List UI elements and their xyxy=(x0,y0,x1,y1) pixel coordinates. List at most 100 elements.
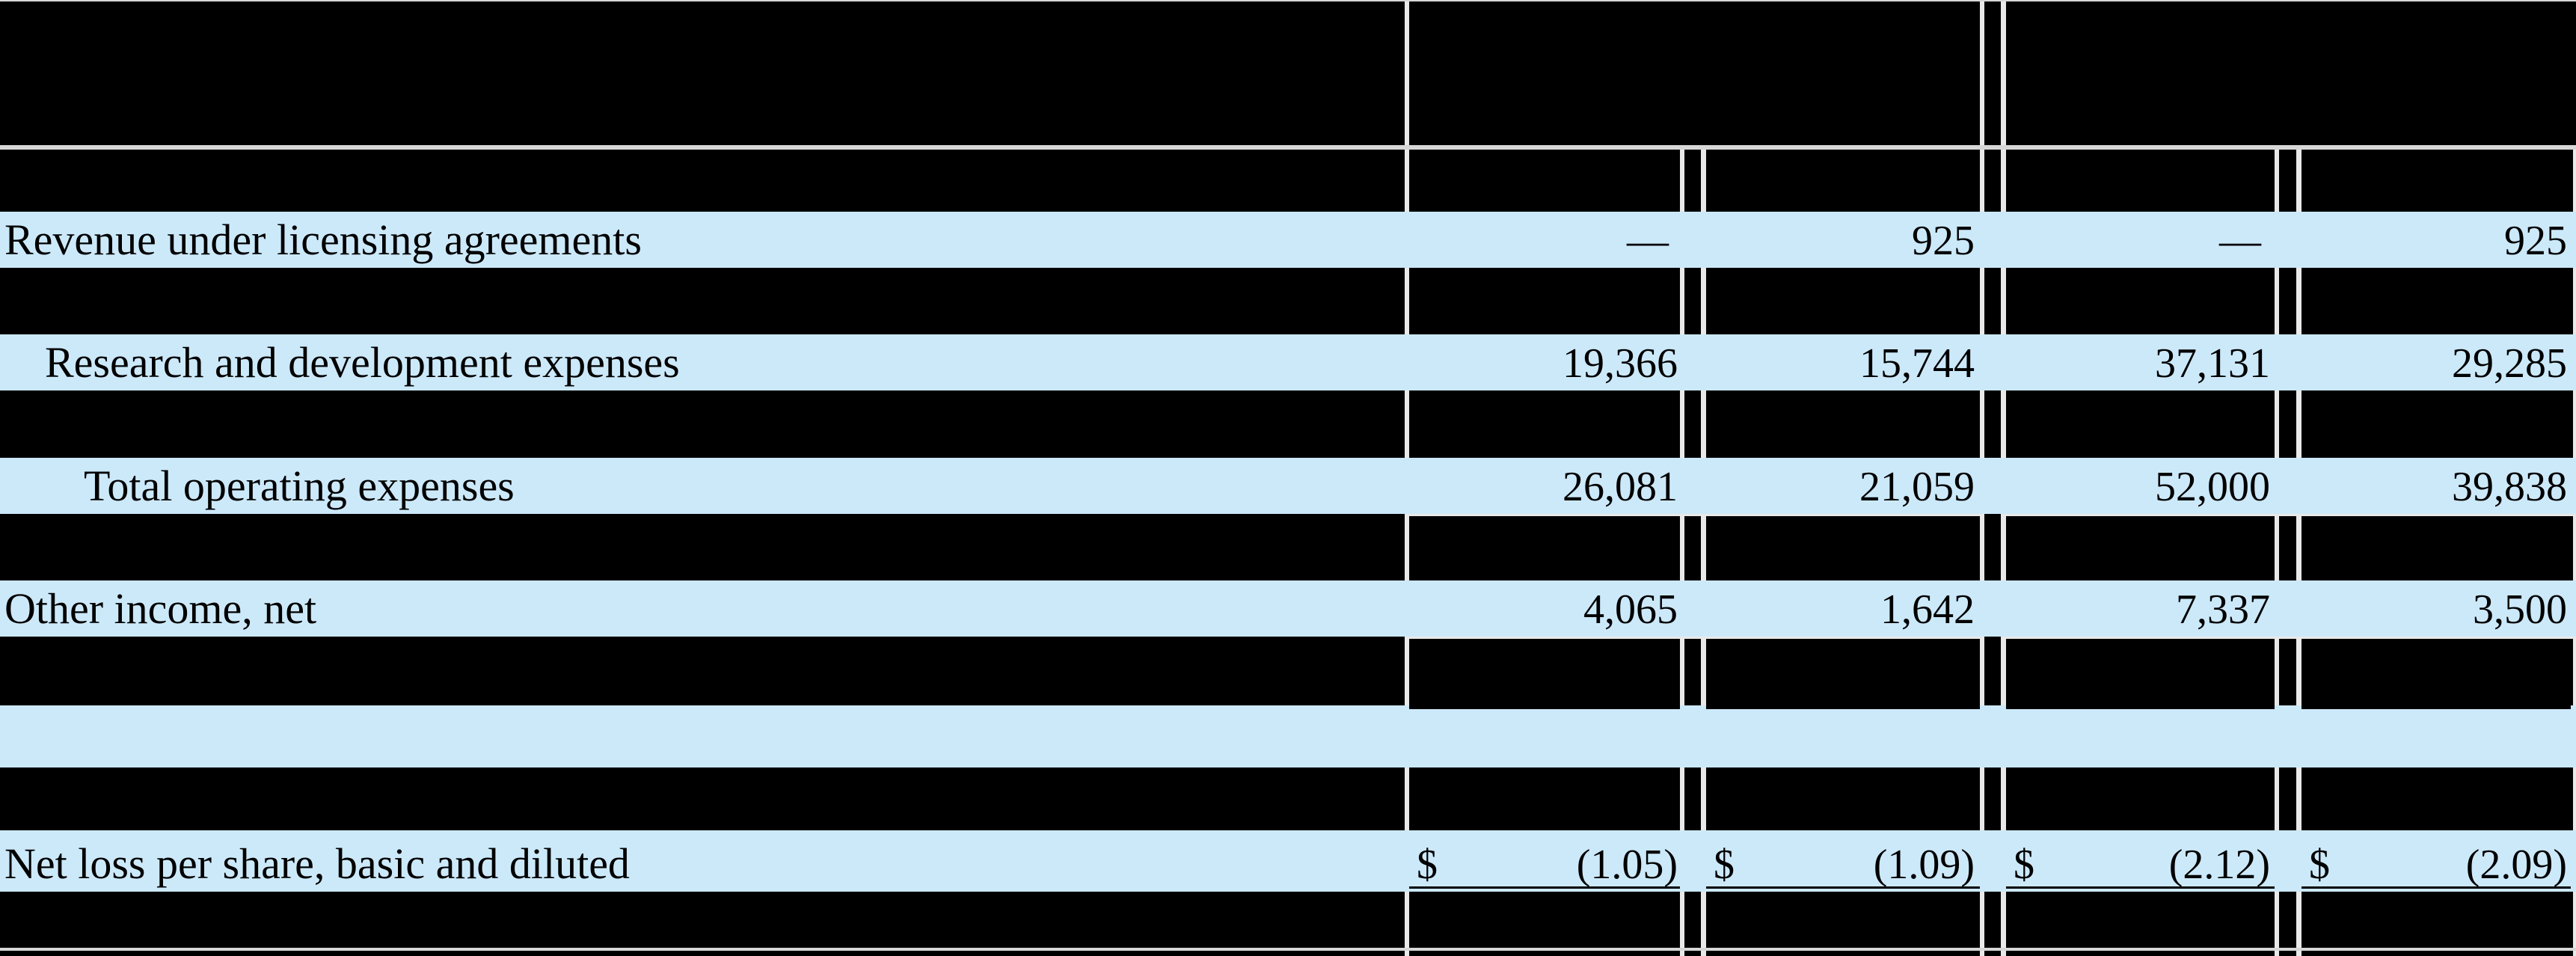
table-row-other-income: Other income, net 4,065 1,642 7,337 3,50… xyxy=(0,580,2576,637)
column-separator xyxy=(2001,268,2006,334)
column-separator xyxy=(2275,637,2279,705)
per-share-underline xyxy=(1706,886,1980,889)
column-separator xyxy=(2001,150,2006,212)
header-row-columns xyxy=(0,150,2576,212)
sum-rule xyxy=(2301,705,2571,709)
total-underline xyxy=(1405,514,1980,516)
per-share-underline xyxy=(1409,886,1680,889)
column-separator xyxy=(1980,514,1984,580)
column-separator xyxy=(2275,390,2279,458)
column-separator xyxy=(1701,767,1706,830)
total-underline xyxy=(2001,637,2573,639)
table-row-hidden xyxy=(0,767,2576,830)
cell-value: 29,285 xyxy=(2452,340,2567,387)
per-share-underline xyxy=(2006,886,2275,889)
column-separator xyxy=(2296,767,2301,830)
sum-rule xyxy=(2006,705,2275,709)
column-separator xyxy=(1405,150,1409,212)
table-row-hidden xyxy=(0,951,2576,956)
table-row-hidden xyxy=(0,892,2576,948)
column-separator xyxy=(2275,268,2279,334)
column-separator xyxy=(1405,514,1409,580)
column-separator xyxy=(2275,514,2279,580)
sum-rule xyxy=(1409,705,1680,709)
table-row-rnd-expenses: Research and development expenses 19,366… xyxy=(0,334,2576,390)
column-separator xyxy=(1701,951,1706,956)
cell-value: 21,059 xyxy=(1859,464,1975,510)
cell-value: 52,000 xyxy=(2155,464,2270,510)
header-row-groups xyxy=(0,1,2576,145)
table-row-total-operating-expenses: Total operating expenses 26,081 21,059 5… xyxy=(0,458,2576,514)
cell-value: $ (1.05) xyxy=(1417,842,1678,888)
currency-symbol: $ xyxy=(1417,842,1438,888)
row-label: Net loss per share, basic and diluted xyxy=(4,839,630,888)
column-separator xyxy=(2275,951,2279,956)
cell-value: 7,337 xyxy=(2176,586,2270,633)
column-separator xyxy=(2296,951,2301,956)
cell-value: 925 xyxy=(1912,218,1975,264)
column-separator xyxy=(1701,892,1706,948)
cell-value: 39,838 xyxy=(2452,464,2567,510)
column-separator xyxy=(2573,268,2576,334)
column-separator xyxy=(2296,268,2301,334)
column-separator xyxy=(1405,767,1409,830)
column-separator xyxy=(1980,268,1984,334)
cell-value: $ (2.09) xyxy=(2309,842,2567,888)
row-label: Revenue under licensing agreements xyxy=(4,215,642,264)
cell-value: — xyxy=(2219,218,2261,264)
per-share-underline xyxy=(2301,886,2571,889)
column-separator xyxy=(1701,390,1706,458)
total-underline xyxy=(1405,637,1980,639)
currency-symbol: $ xyxy=(2309,842,2330,888)
header-divider-rule xyxy=(0,145,2576,150)
column-separator xyxy=(2275,767,2279,830)
column-separator xyxy=(1980,951,1984,956)
column-separator xyxy=(2573,150,2576,212)
column-separator xyxy=(1980,150,1984,212)
column-separator xyxy=(1680,150,1684,212)
column-separator xyxy=(1680,390,1684,458)
column-separator xyxy=(2296,150,2301,212)
column-separator xyxy=(2296,514,2301,580)
column-separator xyxy=(1701,150,1706,212)
table-row-net-loss-per-share: Net loss per share, basic and diluted $ … xyxy=(0,830,2576,892)
table-row-empty-highlight xyxy=(0,705,2576,767)
cell-value: 26,081 xyxy=(1563,464,1678,510)
cell-value: 37,131 xyxy=(2155,340,2270,387)
column-separator xyxy=(2001,390,2006,458)
column-separator xyxy=(1680,892,1684,948)
column-separator xyxy=(2573,514,2576,580)
column-separator xyxy=(2001,767,2006,830)
cell-value: 4,065 xyxy=(1583,586,1678,633)
table-row-hidden xyxy=(0,390,2576,458)
column-separator xyxy=(2275,892,2279,948)
cell-value: 15,744 xyxy=(1859,340,1975,387)
currency-symbol: $ xyxy=(2014,842,2034,888)
column-separator xyxy=(2001,951,2006,956)
column-separator xyxy=(1701,514,1706,580)
column-separator xyxy=(2573,892,2576,948)
column-separator xyxy=(2296,892,2301,948)
column-separator xyxy=(1680,637,1684,705)
column-separator xyxy=(1680,514,1684,580)
top-rule xyxy=(0,0,2576,1)
column-separator xyxy=(2573,767,2576,830)
sum-rule xyxy=(1706,705,1980,709)
column-separator xyxy=(1680,951,1684,956)
column-separator xyxy=(1405,637,1409,705)
column-separator xyxy=(1980,892,1984,948)
column-separator xyxy=(1405,268,1409,334)
column-separator xyxy=(1980,767,1984,830)
column-separator xyxy=(1680,268,1684,334)
table-row-hidden xyxy=(0,637,2576,705)
cell-value: $ (2.12) xyxy=(2014,842,2270,888)
cell-value: $ (1.09) xyxy=(1714,842,1975,888)
table-row-hidden xyxy=(0,268,2576,334)
row-label: Research and development expenses xyxy=(45,338,680,387)
column-separator xyxy=(2296,637,2301,705)
column-separator xyxy=(1980,637,1984,705)
row-label: Total operating expenses xyxy=(84,462,515,510)
column-separator xyxy=(1405,951,1409,956)
cell-value: 1,642 xyxy=(1880,586,1975,633)
